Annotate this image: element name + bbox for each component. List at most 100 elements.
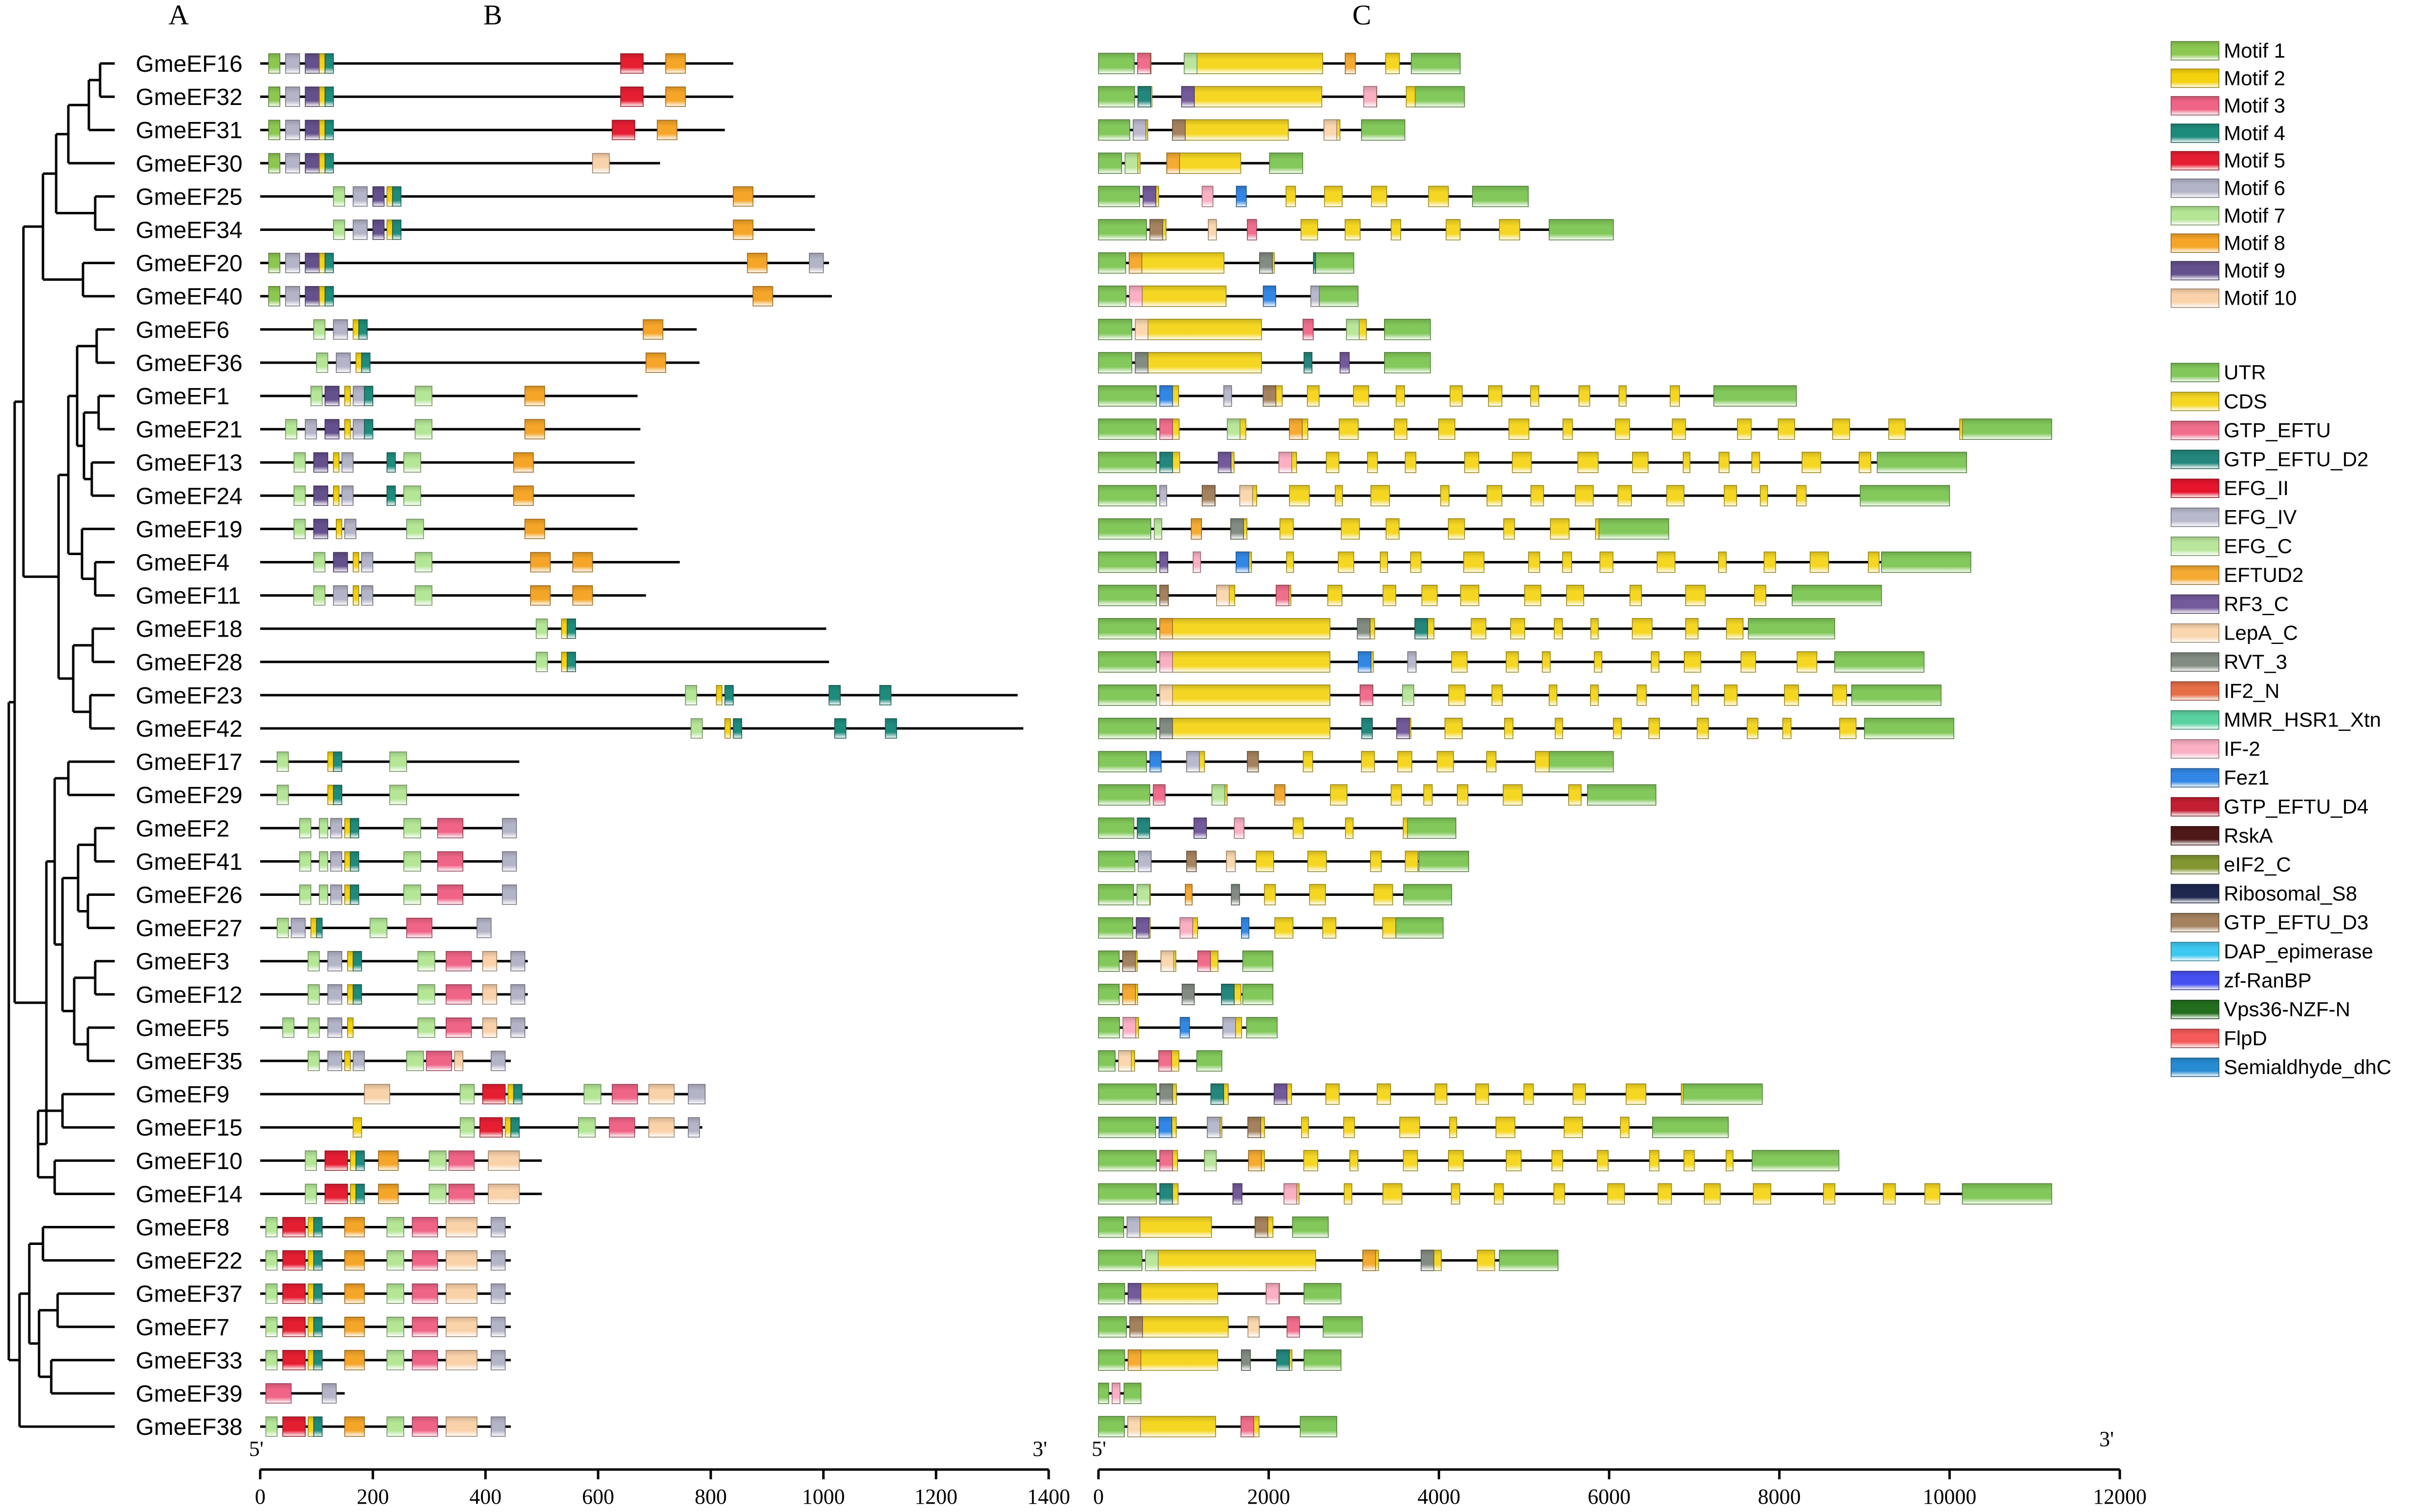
motif-7-box bbox=[293, 485, 306, 506]
motif-6-box bbox=[502, 884, 517, 905]
motif-9-box bbox=[305, 120, 320, 140]
motif-4-box bbox=[358, 319, 368, 340]
domain-box bbox=[1129, 1316, 1143, 1338]
legend-swatch-cds bbox=[2171, 392, 2219, 412]
domain-box bbox=[1276, 584, 1289, 606]
cds-exon-box bbox=[1697, 718, 1709, 739]
cds-exon-box bbox=[1135, 319, 1262, 340]
motif-2-box bbox=[319, 120, 326, 140]
motif-6-box bbox=[285, 86, 300, 107]
cds-exon-box bbox=[1562, 418, 1573, 440]
cds-exon-box bbox=[1448, 1150, 1464, 1172]
domain-box bbox=[1122, 984, 1136, 1005]
legend-label: EFG_IV bbox=[2224, 506, 2297, 529]
utr-box bbox=[1361, 119, 1406, 141]
motif-9-box bbox=[313, 518, 329, 539]
cds-exon-box bbox=[1888, 418, 1906, 440]
utr-box bbox=[1098, 1416, 1125, 1437]
motif-6-box bbox=[808, 252, 824, 273]
motif-6-box bbox=[327, 1017, 343, 1038]
gene-label-gmeef32: GmeEF32 bbox=[136, 84, 243, 110]
domain-box bbox=[1396, 718, 1410, 739]
motif-8-box bbox=[524, 419, 545, 439]
legend-label: IF2_N bbox=[2224, 679, 2279, 702]
domain-box bbox=[1129, 285, 1143, 307]
cds-exon-box bbox=[1397, 751, 1412, 772]
utr-box bbox=[1587, 784, 1656, 806]
domain-box bbox=[1137, 817, 1150, 839]
motif-5-box bbox=[282, 1250, 306, 1271]
motif-6-box bbox=[344, 518, 356, 539]
cds-exon-box bbox=[1682, 452, 1691, 473]
motif-10-box bbox=[488, 1150, 520, 1171]
domain-box bbox=[1153, 784, 1166, 806]
motif-5-box bbox=[620, 86, 644, 107]
legend-label: Motif 4 bbox=[2224, 122, 2285, 145]
domain-box bbox=[1407, 651, 1417, 673]
gene-axis-tick-label: 0 bbox=[1093, 1485, 1104, 1509]
motif-6-box bbox=[285, 153, 300, 174]
legend-label: Motif 3 bbox=[2224, 94, 2285, 117]
cds-exon-box bbox=[1859, 452, 1871, 473]
motif-6-box bbox=[491, 1416, 506, 1437]
legend-label: EFTUD2 bbox=[2224, 563, 2303, 586]
utr-box bbox=[1098, 751, 1147, 772]
motif-7-box bbox=[414, 585, 433, 606]
legend-swatch-gtp-eftu bbox=[2171, 420, 2219, 440]
cds-exon-box bbox=[1629, 584, 1642, 606]
utr-box bbox=[1123, 1383, 1141, 1404]
cds-exon-box bbox=[1436, 751, 1454, 772]
motif-7-box bbox=[313, 319, 326, 340]
panel-label-a: A bbox=[168, 0, 189, 31]
cds-exon-box bbox=[1349, 1150, 1359, 1172]
cds-exon-box bbox=[1751, 452, 1760, 473]
utr-box bbox=[1323, 1316, 1363, 1338]
motif-1-box bbox=[268, 120, 281, 140]
motif-2-box bbox=[344, 884, 351, 905]
motif-8-box bbox=[524, 518, 545, 539]
cds-exon-box bbox=[1618, 385, 1627, 407]
domain-box bbox=[1221, 984, 1235, 1005]
motif-5-box bbox=[482, 1084, 506, 1104]
motif-10-box bbox=[445, 1350, 477, 1370]
cds-exon-box bbox=[1449, 385, 1463, 407]
domain-box bbox=[1122, 1017, 1137, 1038]
motif-3-box bbox=[445, 1017, 472, 1038]
utr-box bbox=[1098, 252, 1126, 274]
utr-box bbox=[1098, 917, 1134, 939]
cds-exon-box bbox=[1725, 1150, 1734, 1172]
motif-1-box bbox=[268, 86, 281, 107]
cds-exon-box bbox=[1487, 485, 1503, 507]
utr-box bbox=[1384, 319, 1431, 340]
legend-label: CDS bbox=[2224, 390, 2267, 413]
cds-exon-box bbox=[1183, 53, 1324, 74]
domain-box bbox=[1159, 418, 1173, 440]
motif-8-box bbox=[344, 1283, 365, 1304]
legend-label: LepA_C bbox=[2224, 621, 2298, 644]
cds-exon-box bbox=[1562, 551, 1573, 573]
protein-axis-tick-label: 0 bbox=[255, 1485, 266, 1509]
motif-2-box bbox=[344, 1051, 351, 1071]
cds-exon-box bbox=[1763, 551, 1776, 573]
motif-8-box bbox=[645, 352, 666, 373]
motif-8-box bbox=[530, 585, 551, 606]
motif-3-box bbox=[412, 1217, 438, 1238]
domain-box bbox=[1303, 319, 1314, 340]
cds-exon-box bbox=[1657, 1183, 1672, 1205]
utr-box bbox=[1098, 651, 1157, 673]
motif-6-box bbox=[687, 1117, 700, 1138]
cds-exon-box bbox=[1746, 718, 1759, 739]
motif-6-box bbox=[687, 1084, 706, 1104]
motif-7-box bbox=[417, 951, 435, 972]
cds-exon-box bbox=[1504, 718, 1513, 739]
cds-exon-box bbox=[1322, 917, 1337, 939]
protein-axis-tick-label: 1400 bbox=[1027, 1485, 1070, 1509]
domain-box bbox=[1159, 684, 1173, 706]
utr-box bbox=[1499, 1249, 1559, 1271]
gene-label-gmeef33: GmeEF33 bbox=[136, 1348, 243, 1374]
motif-2-box bbox=[505, 1117, 512, 1138]
motif-7-box bbox=[276, 751, 289, 772]
gene-label-gmeef17: GmeEF17 bbox=[136, 749, 243, 775]
utr-box bbox=[1098, 152, 1122, 174]
